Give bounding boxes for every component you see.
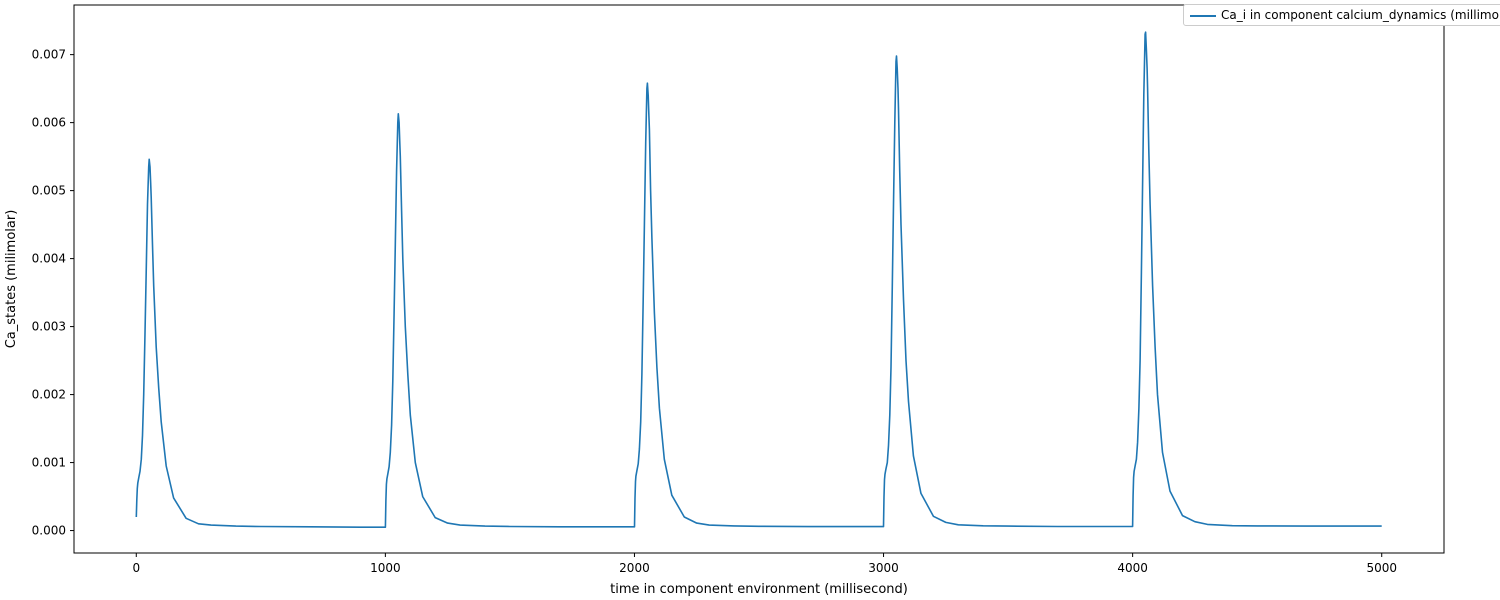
series-layer (135, 31, 1382, 528)
x-tick-label: 4000 (1117, 561, 1148, 575)
legend: Ca_i in component calcium_dynamics (mill… (1183, 4, 1500, 26)
y-tick-label: 0.000 (32, 524, 66, 538)
y-tick-label: 0.003 (32, 320, 66, 334)
y-tick-label: 0.006 (32, 116, 66, 130)
x-tick-label: 1000 (370, 561, 401, 575)
y-tick-label: 0.002 (32, 388, 66, 402)
x-tick-label: 5000 (1366, 561, 1397, 575)
x-axis-label: time in component environment (milliseco… (610, 582, 908, 597)
legend-label: Ca_i in component calcium_dynamics (mill… (1221, 8, 1500, 22)
x-tick-label: 3000 (868, 561, 899, 575)
series-line (135, 31, 1382, 528)
plot-frame (73, 4, 1445, 554)
x-tick-label: 0 (132, 561, 140, 575)
y-axis-ticks: 0.000 0.001 0.002 0.003 0.004 0.005 0.006 0.007 (32, 48, 74, 538)
y-tick-label: 0.005 (32, 184, 66, 198)
x-tick-label: 2000 (619, 561, 650, 575)
y-tick-label: 0.004 (32, 252, 66, 266)
legend-swatch (1190, 15, 1216, 17)
plot-background (74, 5, 1444, 553)
x-axis-ticks: 0 1000 2000 3000 4000 5000 (132, 553, 1397, 575)
y-axis-label: Ca_states (milimolar) (4, 210, 19, 349)
y-tick-label: 0.007 (32, 48, 66, 62)
y-tick-label: 0.001 (32, 456, 66, 470)
